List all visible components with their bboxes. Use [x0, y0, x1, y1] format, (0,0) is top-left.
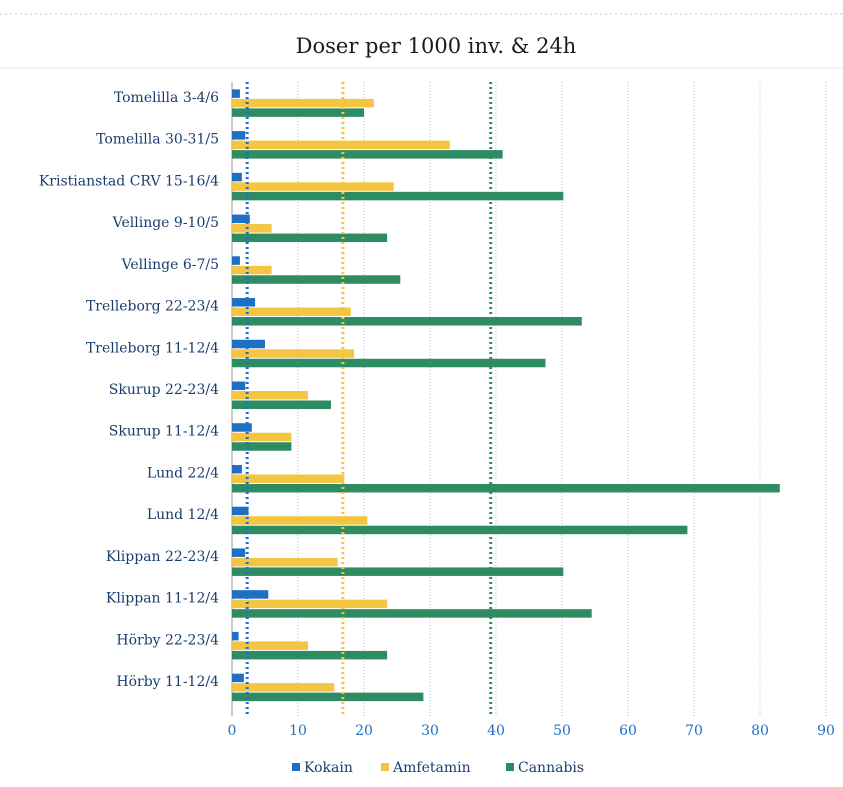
gridlines: [231, 82, 827, 716]
category-label: Trelleborg 11-12/4: [86, 340, 219, 356]
x-tick-label: 60: [619, 723, 637, 739]
bar-cannabis: [232, 525, 688, 535]
bar-kokain: [232, 423, 252, 432]
bar-kokain: [232, 89, 240, 98]
category-label: Tomelilla 3-4/6: [114, 90, 219, 106]
bar-cannabis: [232, 400, 331, 409]
bar-amfetamin: [232, 349, 355, 358]
x-tick-labels: 0 10 20 30 40 50 60 70 80 90: [228, 723, 835, 739]
bar-amfetamin: [232, 683, 335, 692]
bar-amfetamin: [232, 265, 272, 275]
x-tick-label: 30: [421, 723, 439, 739]
bar-cannabis: [232, 650, 388, 660]
bar-kokain: [232, 256, 240, 265]
bar-amfetamin: [232, 224, 272, 233]
bar-amfetamin: [232, 474, 345, 483]
bar-amfetamin: [232, 307, 351, 317]
bar-kokain: [232, 339, 265, 349]
bar-kokain: [232, 506, 249, 516]
x-tick-label: 90: [817, 723, 835, 739]
category-label: Klippan 22-23/4: [106, 549, 219, 565]
bar-cannabis: [232, 275, 401, 284]
bar-kokain: [232, 172, 242, 182]
bar-cannabis: [232, 233, 388, 243]
category-label: Vellinge 6-7/5: [121, 257, 219, 273]
legend-label-amfetamin: Amfetamin: [392, 760, 471, 776]
category-label: Klippan 11-12/4: [106, 591, 219, 607]
category-label: Hörby 11-12/4: [116, 674, 219, 690]
bar-amfetamin: [232, 98, 374, 108]
category-label: Lund 12/4: [147, 507, 219, 523]
bar-amfetamin: [232, 599, 388, 609]
bar-kokain: [232, 464, 242, 474]
chart-title: Doser per 1000 inv. & 24h: [296, 34, 577, 58]
bar-kokain: [232, 548, 246, 557]
bar-kokain: [232, 131, 246, 140]
bar-kokain: [232, 590, 269, 599]
bar-cannabis: [232, 358, 546, 368]
legend: Kokain Amfetamin Cannabis: [292, 760, 584, 776]
legend-swatch-kokain: [292, 763, 300, 771]
bar-cannabis: [232, 150, 503, 159]
bar-amfetamin: [232, 641, 308, 650]
category-label: Vellinge 9-10/5: [112, 215, 219, 231]
bar-cannabis: [232, 483, 780, 493]
bar-kokain: [232, 298, 256, 307]
x-tick-label: 10: [289, 723, 307, 739]
x-tick-label: 0: [228, 723, 237, 739]
legend-label-kokain: Kokain: [304, 760, 353, 776]
mean-lines: [245, 82, 493, 714]
x-tick-label: 80: [751, 723, 769, 739]
legend-label-cannabis: Cannabis: [518, 760, 584, 776]
bar-amfetamin: [232, 182, 394, 191]
bar-amfetamin: [232, 391, 308, 400]
bar-cannabis: [232, 191, 564, 201]
bar-kokain: [232, 381, 246, 390]
bar-kokain: [232, 214, 250, 224]
bar-cannabis: [232, 609, 592, 618]
bar-amfetamin: [232, 432, 292, 442]
bar-cannabis: [232, 692, 424, 702]
bar-cannabis: [232, 108, 364, 117]
category-label: Skurup 11-12/4: [109, 424, 219, 440]
bar-kokain: [232, 631, 239, 641]
category-labels: Tomelilla 3-4/6 Tomelilla 30-31/5 Kristian…: [39, 90, 219, 690]
bar-cannabis: [232, 442, 292, 451]
bar-amfetamin: [232, 557, 338, 567]
x-tick-label: 40: [487, 723, 505, 739]
x-tick-label: 50: [553, 723, 571, 739]
bar-kokain: [232, 673, 244, 683]
x-tick-label: 70: [685, 723, 703, 739]
bar-cannabis: [232, 317, 582, 326]
legend-swatch-amfetamin: [381, 763, 389, 771]
bar-amfetamin: [232, 516, 368, 525]
bar-cannabis: [232, 567, 564, 576]
category-label: Hörby 22-23/4: [116, 632, 219, 648]
category-label: Trelleborg 22-23/4: [86, 299, 219, 315]
category-label: Skurup 22-23/4: [109, 382, 219, 398]
category-label: Lund 22/4: [147, 465, 219, 481]
category-label: Tomelilla 30-31/5: [96, 132, 219, 148]
x-tick-label: 20: [355, 723, 373, 739]
category-label: Kristianstad CRV 15-16/4: [39, 173, 219, 189]
legend-swatch-cannabis: [506, 763, 514, 771]
bar-amfetamin: [232, 140, 450, 150]
bars: [232, 89, 780, 702]
